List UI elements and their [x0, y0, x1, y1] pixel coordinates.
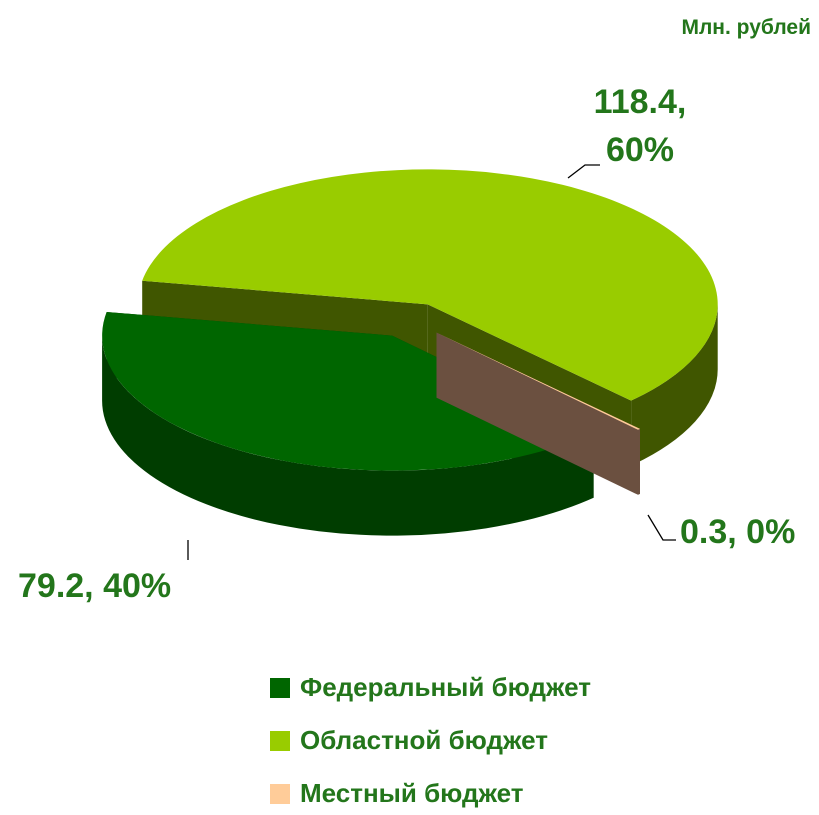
- slice-side: [102, 335, 594, 536]
- slice-side: [631, 304, 718, 466]
- legend-swatch: [270, 783, 290, 804]
- leader-line: [647, 514, 676, 541]
- legend-item: Местный бюджет: [270, 778, 523, 809]
- legend-swatch: [270, 730, 290, 751]
- legend-item: Федеральный бюджет: [270, 672, 591, 703]
- slice-wall: [436, 332, 638, 495]
- legend-label: Местный бюджет: [300, 778, 524, 808]
- legend-label: Федеральный бюджет: [300, 672, 591, 702]
- slice: [436, 332, 640, 430]
- legend-label: Областной бюджет: [300, 725, 548, 755]
- legend-item: Областной бюджет: [270, 725, 548, 756]
- slice: [102, 312, 594, 471]
- data-label: 118.4, 60%: [593, 83, 687, 169]
- unit-label: Млн. рублей: [681, 16, 811, 39]
- slice-side: [638, 428, 640, 495]
- data-label: 79.2, 40%: [18, 567, 172, 605]
- legend-swatch: [270, 677, 290, 698]
- data-label: 0.3, 0%: [680, 513, 796, 551]
- leader-line: [567, 164, 600, 179]
- slice: [142, 169, 718, 401]
